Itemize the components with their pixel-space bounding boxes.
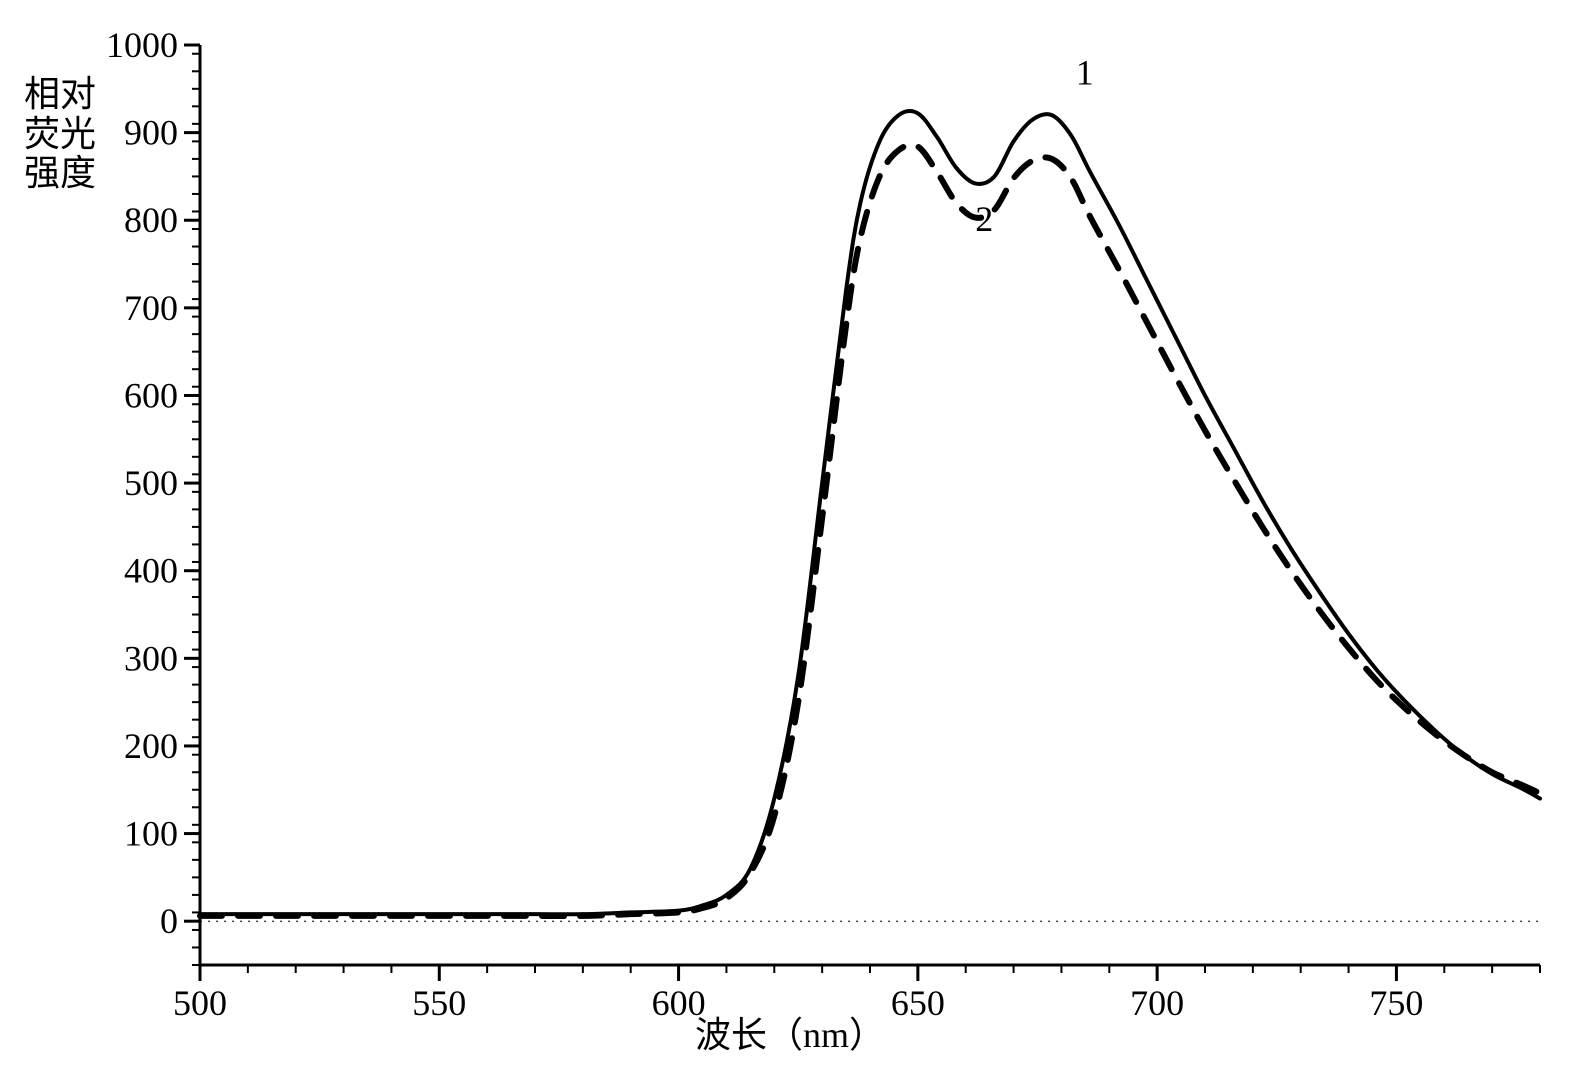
svg-text:600: 600 [124, 375, 178, 415]
svg-text:300: 300 [124, 638, 178, 678]
svg-text:800: 800 [124, 200, 178, 240]
svg-text:0: 0 [160, 901, 178, 941]
y-axis-label: 相对 荧光 强度 [20, 75, 100, 194]
svg-text:1: 1 [1076, 52, 1094, 92]
svg-text:700: 700 [1130, 983, 1184, 1023]
x-axis-label: 波长（nm） [695, 1006, 885, 1058]
svg-text:200: 200 [124, 726, 178, 766]
svg-text:550: 550 [412, 983, 466, 1023]
svg-text:500: 500 [173, 983, 227, 1023]
svg-text:2: 2 [975, 199, 993, 239]
svg-text:700: 700 [124, 288, 178, 328]
svg-text:500: 500 [124, 463, 178, 503]
svg-text:750: 750 [1369, 983, 1423, 1023]
svg-text:400: 400 [124, 551, 178, 591]
svg-text:900: 900 [124, 113, 178, 153]
svg-text:650: 650 [891, 983, 945, 1023]
chart-svg: 0100200300400500600700800900100050055060… [20, 20, 1560, 1058]
svg-text:1000: 1000 [106, 25, 178, 65]
chart-container: 相对 荧光 强度 0 100 200 300 400 500 600 700 800 900 100… [20, 20, 1560, 1058]
svg-text:100: 100 [124, 814, 178, 854]
